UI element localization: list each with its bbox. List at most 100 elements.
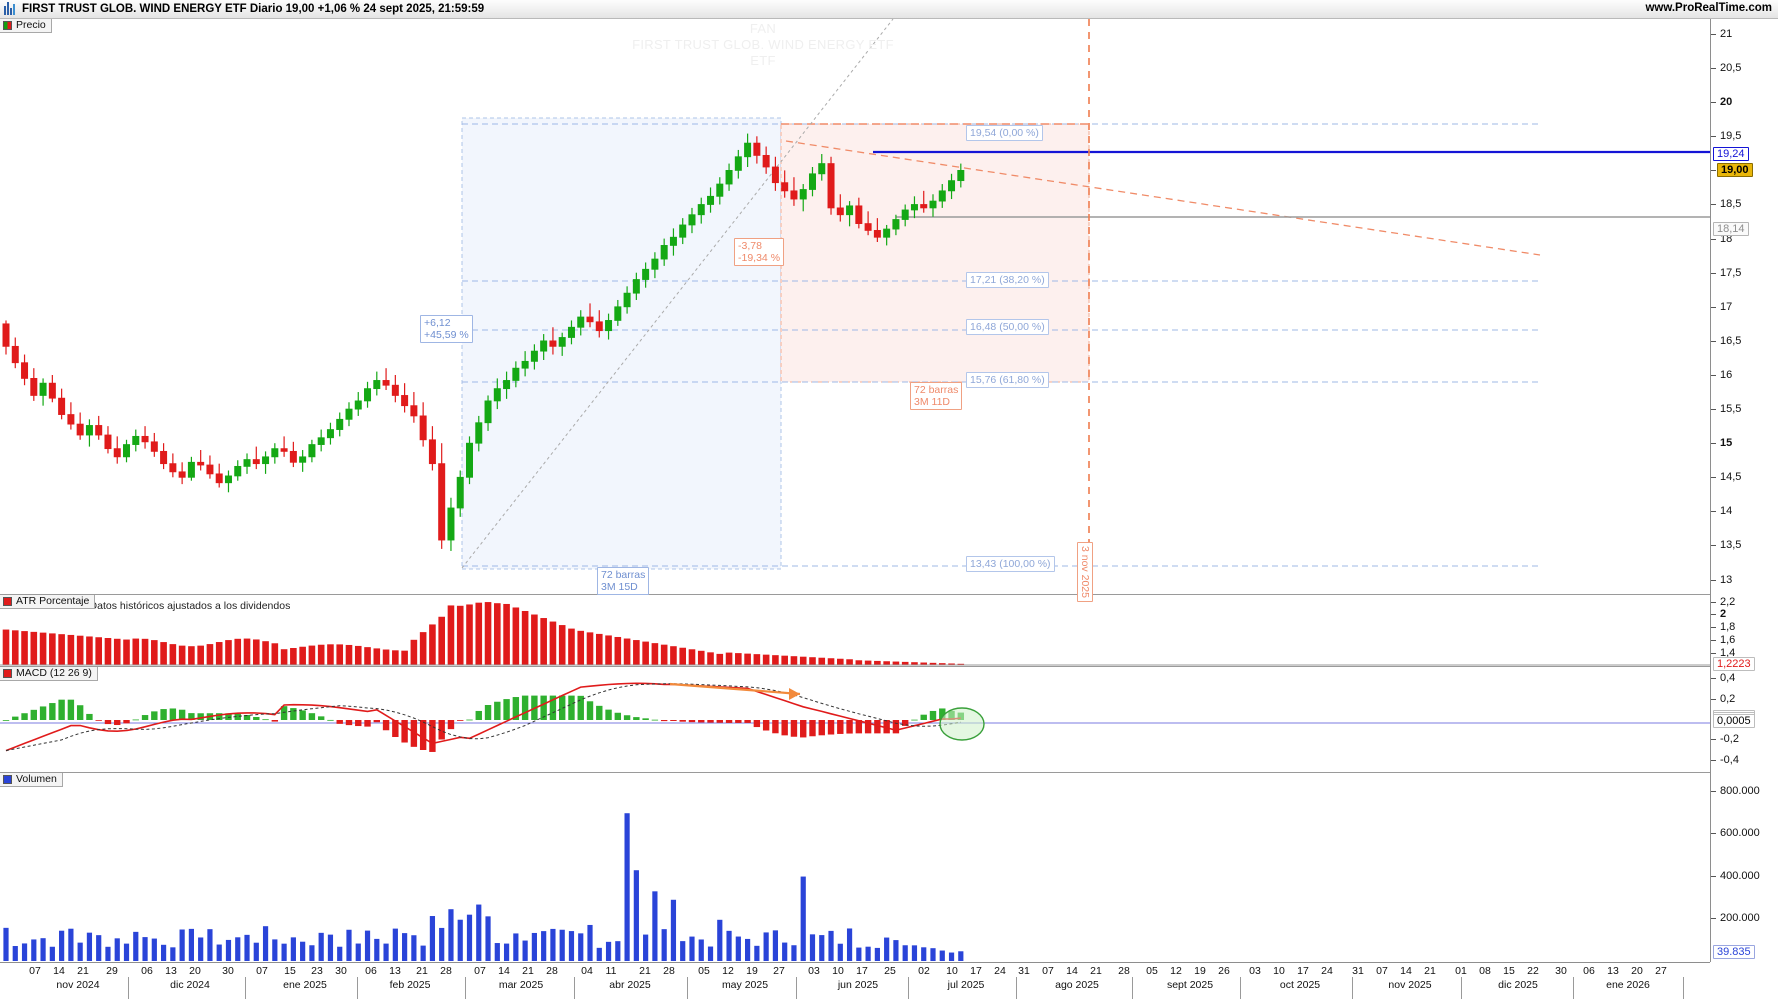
price-axis[interactable]: 2120,52019,51918,51817,51716,51615,51514… — [1710, 19, 1778, 962]
axis-tick-400_000: 400.000 — [1711, 870, 1760, 882]
atr-swatch — [3, 597, 12, 606]
date-axis-day: 21 — [77, 965, 89, 977]
axis-tick-17_5: 17,5 — [1711, 267, 1741, 279]
fib-label-382: 17,21 (38,20 %) — [966, 272, 1049, 288]
bars-count-1: 72 barras — [601, 569, 646, 581]
axis-tick-1_4: 1,4 — [1711, 647, 1735, 659]
axis-tick-18_5: 18,5 — [1711, 198, 1741, 210]
panel-label-price[interactable]: Precio — [0, 19, 52, 33]
window-titlebar: FIRST TRUST GLOB. WIND ENERGY ETF Diario… — [0, 0, 1778, 19]
price-panel: FAN FIRST TRUST GLOB. WIND ENERGY ETF ET… — [0, 19, 1710, 612]
axis-tick-_0_2: -0,2 — [1711, 733, 1739, 745]
date-axis-day: 17 — [856, 965, 868, 977]
axis-tick-16_5: 16,5 — [1711, 335, 1741, 347]
date-axis-separator — [357, 977, 358, 999]
date-axis-day: 30 — [335, 965, 347, 977]
date-axis-day: 05 — [1146, 965, 1158, 977]
date-axis-day: 06 — [1583, 965, 1595, 977]
gain-measure-percent: +45,59 % — [424, 329, 469, 341]
date-axis-day: 15 — [284, 965, 296, 977]
date-axis-month-sept-2025: sept 2025 — [1166, 979, 1214, 991]
date-axis-month-may-2025: may 2025 — [721, 979, 769, 991]
axis-tick-600_000: 600.000 — [1711, 827, 1760, 839]
price-marker-1[interactable]: 19,00 — [1717, 163, 1753, 178]
date-axis-day: 30 — [1555, 965, 1567, 977]
date-axis-day: 17 — [970, 965, 982, 977]
date-axis-day: 06 — [365, 965, 377, 977]
panel-label-atr[interactable]: ATR Porcentaje — [0, 595, 96, 609]
date-axis-day: 12 — [1170, 965, 1182, 977]
date-axis-month-ene-2026: ene 2026 — [1606, 979, 1650, 991]
date-axis-day: 30 — [222, 965, 234, 977]
price-marker-0[interactable]: 19,24 — [1713, 147, 1749, 162]
price-chart-svg[interactable] — [0, 19, 1710, 583]
atr-chart-svg[interactable] — [0, 595, 1710, 667]
date-axis-separator — [1683, 977, 1684, 999]
date-axis-day: 28 — [1118, 965, 1130, 977]
date-axis-separator — [796, 977, 797, 999]
date-axis-month-nov-2025: nov 2025 — [1388, 979, 1432, 991]
fib-label-618: 15,76 (61,80 %) — [966, 372, 1049, 388]
date-axis-day: 21 — [416, 965, 428, 977]
date-axis-day: 14 — [1066, 965, 1078, 977]
date-axis-month-feb-2025: feb 2025 — [389, 979, 431, 991]
panel-label-atr-text: ATR Porcentaje — [16, 595, 90, 607]
volume-chart-svg[interactable] — [0, 773, 1710, 963]
loss-measure-points: -3,78 — [738, 240, 762, 252]
axis-tick-13: 13 — [1711, 574, 1732, 586]
date-axis-day: 14 — [53, 965, 65, 977]
date-axis-day: 13 — [389, 965, 401, 977]
axis-tick-_0_4: -0,4 — [1711, 754, 1739, 766]
date-axis-month-ene-2025: ene 2025 — [283, 979, 327, 991]
date-axis-day: 07 — [1042, 965, 1054, 977]
gain-measure-box: +6,12 +45,59 % — [420, 315, 473, 343]
volume-panel: Volumen — [0, 772, 1710, 962]
date-axis-day: 21 — [522, 965, 534, 977]
bars-duration-1: 3M 15D — [601, 581, 638, 593]
panel-label-macd[interactable]: MACD (12 26 9) — [0, 667, 98, 681]
fib-label-0: 19,54 (0,00 %) — [966, 125, 1043, 141]
date-axis-day: 02 — [918, 965, 930, 977]
date-axis-day: 22 — [1527, 965, 1539, 977]
axis-tick-2_2: 2,2 — [1711, 596, 1735, 608]
date-axis-separator — [245, 977, 246, 999]
macd-chart-svg[interactable] — [0, 667, 1710, 773]
watermark-symbol: FAN — [749, 21, 777, 36]
date-axis-day: 21 — [1090, 965, 1102, 977]
volume-swatch — [3, 775, 12, 784]
price-marker-2[interactable]: 18,14 — [1713, 222, 1749, 237]
date-axis-day: 28 — [546, 965, 558, 977]
watermark-category: ETF — [750, 53, 776, 68]
atr-panel: ATR Porcentaje — [0, 594, 1710, 666]
macd-panel: MACD (12 26 9) — [0, 666, 1710, 772]
date-axis-separator — [1016, 977, 1017, 999]
panel-label-volume-text: Volumen — [16, 773, 57, 785]
date-axis[interactable]: nov 2024 07 14 21 29 dic 2024 06 13 20 30 ene 2025… — [0, 962, 1710, 1000]
axis-tick-1_8: 1,8 — [1711, 621, 1735, 633]
price-swatch — [3, 21, 12, 30]
vertical-date-label: 3 nov 2025 — [1077, 542, 1093, 602]
bars-count-2: 72 barras — [914, 384, 959, 396]
date-axis-separator — [908, 977, 909, 999]
date-axis-day: 10 — [832, 965, 844, 977]
date-axis-day: 10 — [1273, 965, 1285, 977]
axis-tick-14: 14 — [1711, 505, 1732, 517]
date-axis-day: 29 — [106, 965, 118, 977]
atr-marker[interactable]: 1,2223 — [1713, 657, 1755, 672]
date-axis-separator — [574, 977, 575, 999]
date-axis-day: 05 — [698, 965, 710, 977]
axis-tick-19_5: 19,5 — [1711, 130, 1741, 142]
date-axis-month-jul-2025: jul 2025 — [947, 979, 985, 991]
panel-label-volume[interactable]: Volumen — [0, 773, 63, 787]
date-axis-day: 13 — [1607, 965, 1619, 977]
candlestick-icon — [3, 2, 18, 16]
macd-hist-marker[interactable]: 0,0005 — [1713, 713, 1755, 728]
date-axis-day: 14 — [498, 965, 510, 977]
axis-tick-200_000: 200.000 — [1711, 912, 1760, 924]
date-axis-day: 04 — [581, 965, 593, 977]
brand-url: www.ProRealTime.com — [1645, 2, 1772, 14]
date-axis-day: 01 — [1455, 965, 1467, 977]
axis-tick-0_4: 0,4 — [1711, 672, 1735, 684]
volume-marker[interactable]: 39.835 — [1713, 944, 1755, 959]
